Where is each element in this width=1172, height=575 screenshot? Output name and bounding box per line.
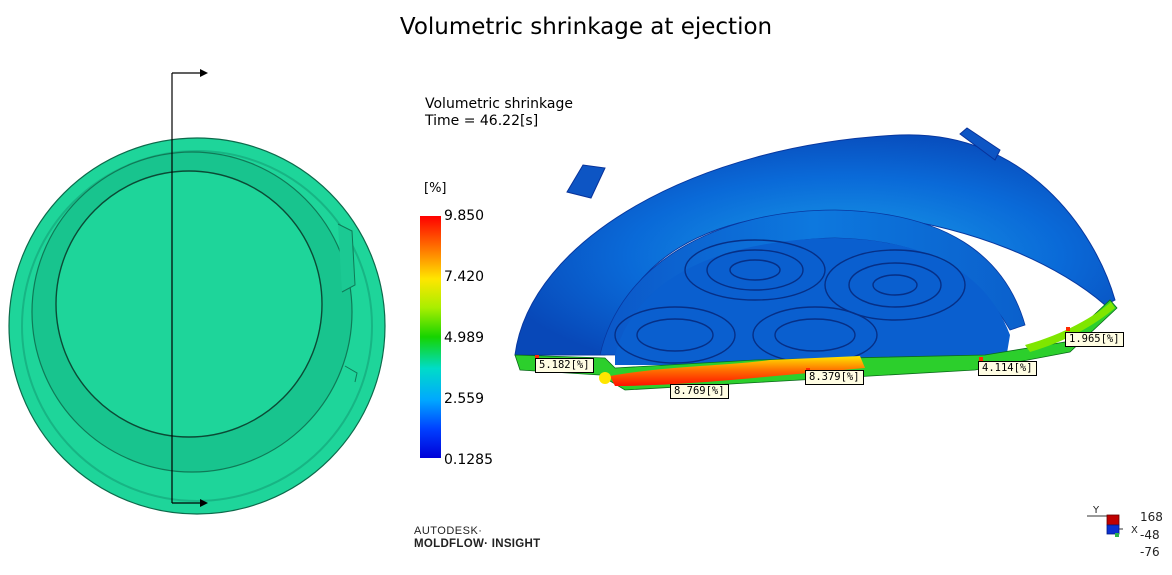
probe-label: 8.769[%]: [670, 384, 729, 399]
axis-value: 168: [1140, 510, 1163, 524]
part-notch-lower: [344, 365, 358, 383]
legend-unit: [%]: [424, 181, 447, 196]
section-arrow-bottom-icon: [200, 499, 208, 507]
legend-tick: 4.989: [444, 330, 485, 346]
probe-label: 5.182[%]: [535, 358, 594, 373]
probe-marker: [979, 357, 983, 361]
pocket-rings: [614, 239, 966, 364]
page-title: Volumetric shrinkage at ejection: [399, 14, 773, 40]
axis-x-label: X: [1131, 525, 1138, 536]
time-label: Time = 46.22[s]: [425, 113, 539, 129]
rim-tab-left: [566, 164, 606, 199]
orientation-triad-icon: [1087, 514, 1123, 537]
probe-marker: [672, 381, 676, 385]
section-arrow-top-icon: [200, 69, 208, 77]
part-center-disc: [55, 170, 323, 438]
brand-autodesk: AUTODESK·: [414, 525, 483, 537]
axis-value: -48: [1140, 528, 1160, 542]
brand-moldflow-insight: MOLDFLOW· INSIGHT: [414, 538, 541, 550]
part-top-view: [8, 69, 386, 515]
part-rim-edge: [21, 150, 373, 502]
legend-tick-min: 0.1285: [444, 452, 493, 468]
cut-section-3d-view: [514, 127, 1118, 391]
legend-tick: 7.420: [444, 269, 485, 285]
result-name: Volumetric shrinkage: [425, 96, 573, 112]
probe-marker: [535, 355, 539, 359]
probe-label: 1.965[%]: [1065, 332, 1124, 347]
section-line: [171, 69, 208, 507]
legend-color-bar: [420, 216, 441, 458]
axis-value: -76: [1140, 545, 1160, 559]
probe-label: 8.379[%]: [805, 370, 864, 385]
probe-label: 4.114[%]: [978, 361, 1037, 376]
legend-tick-max: 9.850: [444, 208, 485, 224]
shrinkage-contour: [514, 127, 1118, 391]
legend-tick: 2.559: [444, 391, 485, 407]
probe-marker: [1066, 327, 1070, 331]
part-notch-upper: [337, 223, 356, 293]
rim-tab-right: [959, 127, 1001, 161]
axis-y-label: Y: [1093, 505, 1100, 516]
